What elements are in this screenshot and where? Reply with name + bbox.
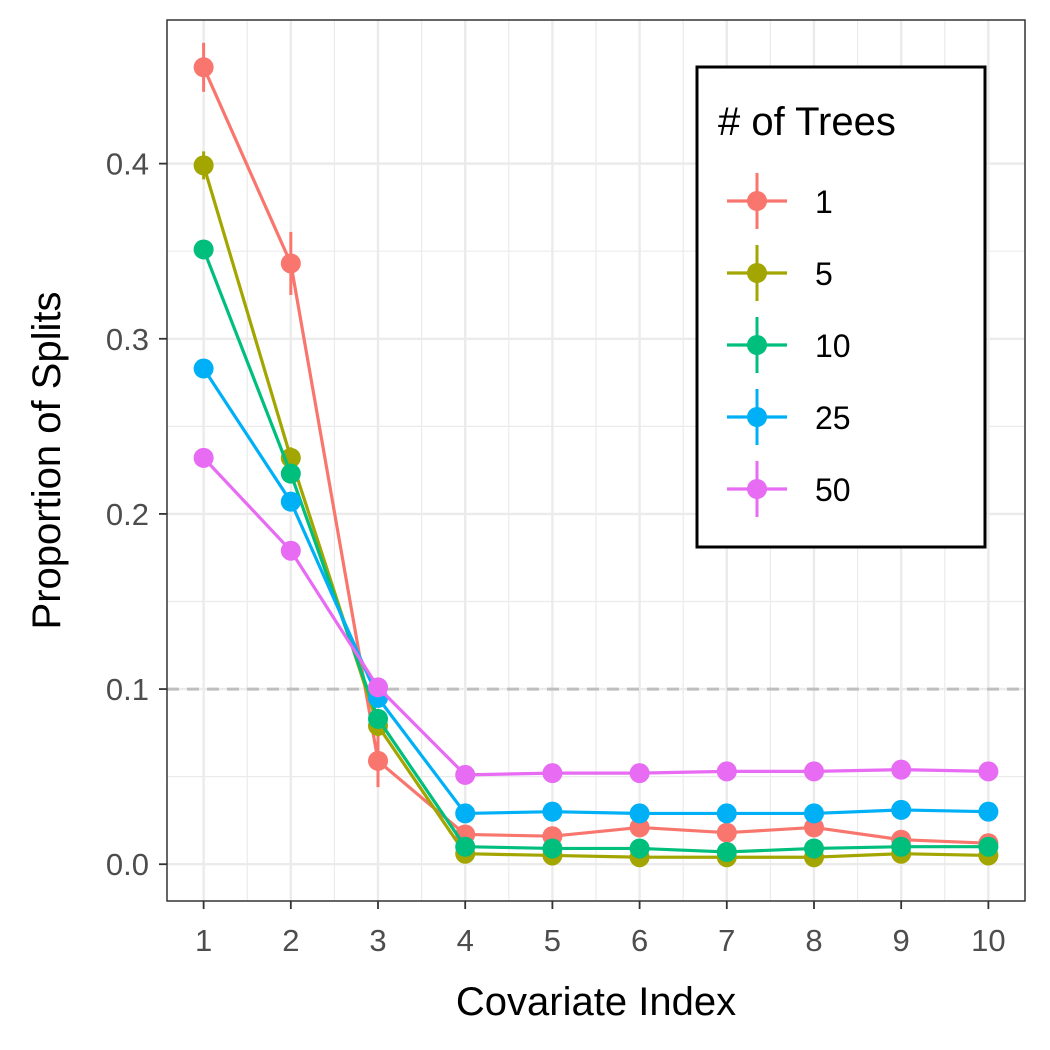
legend-label: 25 [815,400,851,436]
data-point [542,838,563,859]
x-tick-label: 10 [971,923,1005,958]
data-point [193,358,214,379]
legend-box [695,65,987,549]
data-point [629,803,650,824]
y-tick-label: 0.2 [106,497,149,532]
legend-key-point [747,191,767,211]
data-point [542,801,563,822]
data-point [803,838,824,859]
data-point [716,822,737,843]
x-tick-label: 2 [282,923,299,958]
data-point [193,155,214,176]
data-point [629,838,650,859]
data-point [455,764,476,785]
series-line [202,66,989,845]
series-line [202,367,989,816]
data-point [455,836,476,857]
x-tick-label: 7 [718,923,735,958]
legend-key-point [747,407,767,427]
legend-label: 50 [815,472,851,508]
data-point [280,253,301,274]
series-line [202,456,989,777]
x-tick-label: 5 [544,923,561,958]
legend-key-point [747,263,767,283]
data-point [891,759,912,780]
data-point [368,750,389,771]
data-point [193,447,214,468]
x-axis-title: Covariate Index [456,980,736,1024]
legend: # of Trees 1 5 10 25 50 [695,65,987,549]
series-50 [193,447,999,785]
data-point [978,801,999,822]
series-25 [193,358,999,824]
legend-title: # of Trees [718,100,896,144]
legend-label: 10 [815,328,851,364]
series-layer [193,42,999,868]
legend-key-point [747,335,767,355]
data-point [280,463,301,484]
legend-item-25: 25 [727,389,851,445]
legend-label: 1 [815,184,833,220]
legend-item-1: 1 [727,173,833,229]
panel-border [166,19,1026,902]
data-point [280,491,301,512]
data-point [891,799,912,820]
data-point [716,803,737,824]
data-point [716,761,737,782]
y-axis-title: Proportion of Splits [25,292,69,630]
x-tick-label: 9 [893,923,910,958]
legend-item-5: 5 [727,245,833,301]
data-point [455,803,476,824]
data-point [803,761,824,782]
x-tick-label: 4 [457,923,474,958]
data-point [542,763,563,784]
data-point [629,817,650,838]
x-tick-label: 8 [805,923,822,958]
data-point [803,803,824,824]
y-tick-label: 0.0 [106,847,149,882]
x-tick-label: 1 [195,923,212,958]
legend-key-point [747,479,767,499]
legend-item-50: 50 [727,461,851,517]
y-tick-label: 0.4 [106,147,149,182]
data-point [891,836,912,857]
data-point [368,677,389,698]
legend-item-10: 10 [727,317,851,373]
legend-label: 5 [815,256,833,292]
x-tick-label: 3 [369,923,386,958]
data-point [368,708,389,729]
data-point [193,239,214,260]
y-tick-label: 0.1 [106,672,149,707]
y-tick-label: 0.3 [106,322,149,357]
data-point [280,540,301,561]
data-point [978,836,999,857]
legend-items: 1 5 10 25 50 [727,173,851,517]
data-point [193,57,214,78]
data-point [629,763,650,784]
x-tick-label: 6 [631,923,648,958]
data-point [978,761,999,782]
data-point [716,841,737,862]
data-point [803,817,824,838]
axes: 0.0 0.1 0.2 0.3 0.4 1 2 3 4 5 6 7 8 9 10 [106,147,1006,958]
